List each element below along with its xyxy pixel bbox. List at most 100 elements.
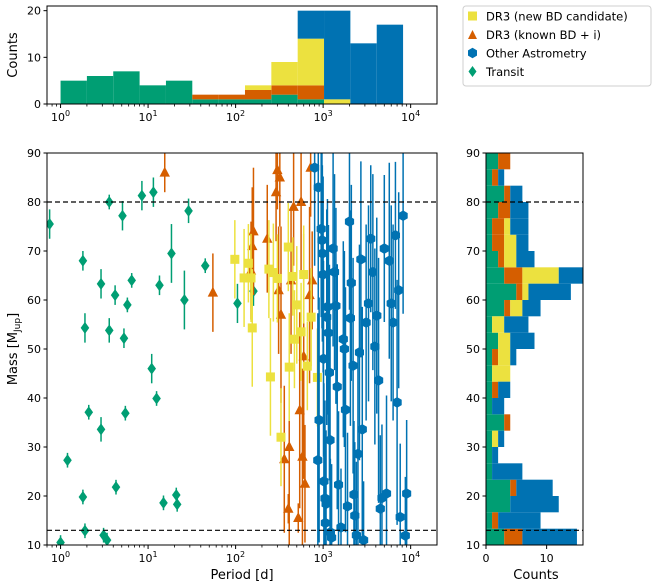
legend: DR3 (new BD candidate) DR3 (known BD + i… bbox=[462, 5, 652, 87]
scatter-ytick-label: 30 bbox=[27, 441, 41, 454]
mass-bar-other_astrometry bbox=[522, 300, 541, 317]
transit-point bbox=[180, 294, 189, 306]
other-astrometry-point bbox=[310, 162, 320, 173]
period-bar-dr3_new bbox=[324, 99, 351, 104]
dr3-new-point bbox=[276, 432, 286, 442]
other-astrometry-point bbox=[392, 397, 402, 408]
mass-bar-dr3_new bbox=[498, 332, 511, 349]
dr3-new-point bbox=[292, 300, 302, 310]
period-bar-transit bbox=[271, 94, 298, 104]
other-astrometry-point bbox=[363, 298, 374, 309]
period-bar-transit bbox=[218, 99, 245, 104]
other-astrometry-point bbox=[386, 298, 396, 309]
transit-point bbox=[96, 423, 106, 436]
dr3-known-point bbox=[247, 240, 258, 251]
period-bar-dr3_known bbox=[244, 90, 272, 100]
transit-point bbox=[159, 496, 168, 509]
mass-bar-dr3_new bbox=[492, 365, 511, 382]
mass-bar-dr3_known bbox=[504, 528, 523, 545]
period-hist-xtick-label: 101 bbox=[139, 109, 158, 124]
mass-bar-other_astrometry bbox=[492, 463, 523, 480]
mass-bar-dr3_known bbox=[504, 300, 511, 317]
mass-bar-other_astrometry bbox=[516, 479, 553, 496]
transit-point bbox=[96, 277, 106, 290]
mass-hist-xtick-label: 0 bbox=[483, 552, 490, 565]
period-bar-transit bbox=[60, 80, 87, 104]
other-astrometry-point bbox=[394, 284, 404, 296]
mass-bar-other_astrometry bbox=[498, 169, 505, 186]
period-bar-dr3_new bbox=[244, 85, 272, 90]
period-histogram-frame bbox=[46, 5, 438, 105]
dr3-new-point bbox=[247, 323, 257, 333]
dr3-known-point bbox=[275, 308, 287, 319]
other-astrometry-point bbox=[353, 448, 363, 460]
dr3-new-point bbox=[272, 273, 282, 283]
threshold-lines bbox=[47, 201, 437, 531]
mass-bar-transit bbox=[486, 153, 499, 170]
mass-bar-dr3_known bbox=[516, 283, 523, 300]
dr3-new-point bbox=[306, 312, 316, 322]
mass-bar-other_astrometry bbox=[522, 528, 577, 545]
mass-bar-transit bbox=[486, 528, 505, 545]
dr3-new-point bbox=[288, 271, 298, 281]
period-bar-dr3_known bbox=[218, 94, 245, 100]
transit-point bbox=[171, 489, 181, 502]
scatter-ytick-label: 20 bbox=[27, 490, 41, 503]
dr3-known-point bbox=[295, 196, 307, 206]
dr3-known-point bbox=[304, 289, 315, 300]
mass-hist-ytick-label: 50 bbox=[466, 343, 480, 356]
other-astrometry-point bbox=[332, 381, 342, 392]
period-histogram-ylabel: Counts bbox=[6, 32, 21, 78]
mass-bar-transit bbox=[486, 234, 493, 251]
legend-item-transit: Transit bbox=[468, 65, 525, 79]
transit-point bbox=[149, 186, 158, 199]
legend-label-transit: Transit bbox=[485, 65, 525, 79]
period-bar-other_astrometry bbox=[297, 10, 325, 39]
other-astrometry-point bbox=[314, 414, 324, 426]
other-astrometry-point bbox=[390, 230, 400, 241]
transit-point bbox=[184, 204, 193, 217]
legend-square-marker bbox=[468, 11, 477, 21]
mass-hist-ytick-label: 10 bbox=[466, 539, 480, 552]
legend-items: DR3 (new BD candidate) DR3 (known BD + i… bbox=[468, 10, 628, 79]
dr3-known-point bbox=[293, 512, 304, 523]
transit-point bbox=[137, 189, 147, 202]
period-bar-transit bbox=[192, 99, 219, 104]
dr3-known-point bbox=[272, 164, 283, 175]
legend-label-dr3-new: DR3 (new BD candidate) bbox=[486, 10, 628, 24]
other-astrometry-point bbox=[318, 353, 329, 365]
period-hist-ytick-label: 0 bbox=[34, 98, 41, 111]
mass-bar-transit bbox=[486, 447, 493, 464]
dr3-known-point bbox=[207, 286, 219, 297]
mass-histogram-bars bbox=[486, 153, 583, 545]
mass-bar-other_astrometry bbox=[498, 430, 505, 447]
dr3-known-point bbox=[284, 441, 295, 451]
other-astrometry-point bbox=[336, 522, 346, 533]
transit-point bbox=[167, 247, 176, 260]
scatter-xtick-label: 100 bbox=[51, 550, 70, 565]
scatter-points bbox=[47, 153, 412, 545]
transit-point bbox=[172, 498, 182, 511]
other-astrometry-point bbox=[325, 434, 335, 446]
period-histogram: 0 10 20 100 101 102 103 104 Counts bbox=[6, 5, 438, 124]
transit-point bbox=[102, 534, 112, 545]
other-astrometry-point bbox=[313, 454, 323, 466]
other-astrometry-point bbox=[321, 498, 331, 510]
period-bar-other_astrometry bbox=[350, 43, 377, 104]
period-bar-dr3_known bbox=[192, 94, 219, 100]
scatter-xtick-label: 104 bbox=[401, 550, 420, 565]
mass-bar-other_astrometry bbox=[510, 185, 523, 202]
period-hist-xtick-label: 103 bbox=[314, 109, 333, 124]
period-hist-xtick-label: 102 bbox=[226, 109, 245, 124]
mass-bar-dr3_known bbox=[492, 349, 499, 366]
mass-bar-dr3_new bbox=[522, 267, 559, 284]
mass-bar-other_astrometry bbox=[498, 512, 541, 529]
other-astrometry-point bbox=[374, 375, 384, 386]
other-astrometry-point bbox=[379, 243, 389, 254]
dr3-new-point bbox=[302, 361, 312, 371]
mass-bar-transit bbox=[486, 349, 493, 366]
mass-bar-other_astrometry bbox=[510, 218, 529, 235]
other-astrometry-point bbox=[331, 300, 341, 312]
scatter-yticks: 10 20 30 40 50 60 70 80 90 bbox=[27, 147, 47, 552]
dr3-new-point bbox=[289, 334, 299, 344]
